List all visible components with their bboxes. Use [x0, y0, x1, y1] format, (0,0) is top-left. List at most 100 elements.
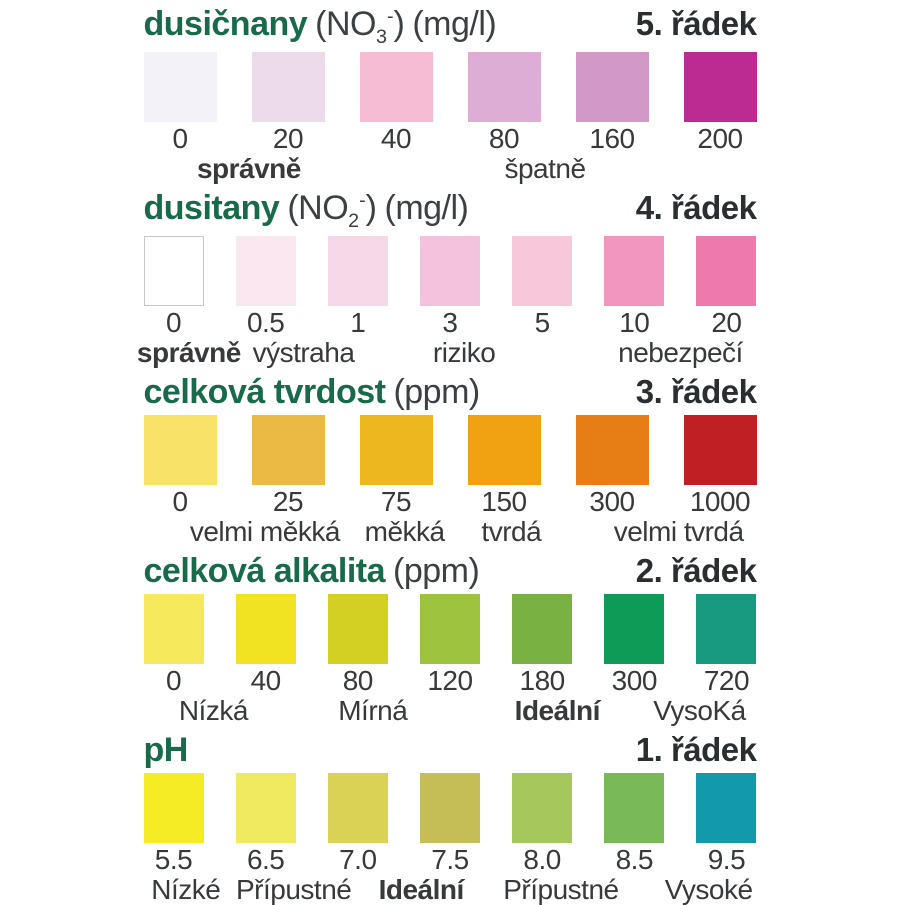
- scale-name: pH: [143, 730, 189, 769]
- zone-label-row: Nízká Mírná Ideální VysoKá: [144, 695, 757, 724]
- color-swatch: [235, 772, 296, 843]
- color-swatch: [467, 51, 541, 122]
- color-swatch: [143, 414, 217, 485]
- swatch-value: 8.5: [615, 843, 654, 875]
- swatch-value: 10: [619, 306, 650, 338]
- color-swatch: [143, 593, 204, 664]
- zone-label-row: Nízké Přípustné Ideální Přípustné Vysoké: [144, 874, 757, 903]
- value-row: 5.5 6.5 7.0 7.5 8.0 8.5 9.5: [144, 843, 757, 875]
- scale-name: celková tvrdost: [143, 372, 386, 411]
- section-title: celková alkalita (ppm): [144, 552, 480, 590]
- scale-section-ph: pH 1. řádek 5.5 6.5 7.0 7.5 8.0 8.5 9.5 Nízké Příp…: [143, 731, 757, 903]
- scale-unit: (ppm): [393, 372, 480, 411]
- chemical-formula: (NO3-): [315, 5, 405, 48]
- swatch-value: 7.5: [431, 843, 469, 875]
- swatch-value: 20: [272, 122, 304, 154]
- zone-label: Mírná: [338, 694, 408, 726]
- swatch-value: 300: [611, 664, 658, 696]
- formula-post: ): [365, 188, 377, 227]
- color-swatch: [327, 593, 388, 664]
- swatch-value: 0: [172, 122, 188, 154]
- swatch-value: 7.0: [339, 843, 377, 875]
- zone-label: Vysoké: [664, 873, 753, 905]
- color-swatch: [235, 593, 296, 664]
- color-swatch: [327, 235, 388, 306]
- zone-label: špatně: [504, 152, 586, 184]
- formula-pre: (NO: [315, 5, 376, 43]
- color-swatch: [696, 593, 757, 664]
- section-title: celková tvrdost (ppm): [143, 372, 481, 411]
- zone-label: měkká: [364, 515, 445, 547]
- swatch-value: 20: [711, 306, 742, 338]
- swatch-value: 1: [350, 306, 366, 338]
- swatch-value: 0: [165, 306, 182, 338]
- value-row: 0 25 75 150 300 1000: [144, 485, 757, 517]
- color-swatch: [419, 235, 480, 306]
- zone-label: velmi měkká: [189, 515, 341, 547]
- value-row: 0 20 40 80 160 200: [144, 122, 757, 154]
- color-swatch: [143, 51, 217, 122]
- swatch-row: [143, 414, 757, 485]
- zone-label: riziko: [432, 336, 496, 368]
- formula-post: ): [393, 5, 405, 43]
- section-title: dusičnany (NO3-) (mg/l): [144, 5, 497, 48]
- color-swatch: [251, 51, 325, 122]
- section-header: dusičnany (NO3-) (mg/l) 5. řádek: [144, 5, 757, 48]
- color-swatch: [359, 51, 433, 122]
- swatch-value: 25: [272, 485, 304, 517]
- swatch-row: [143, 772, 757, 843]
- color-swatch: [683, 414, 757, 485]
- color-swatch: [143, 235, 204, 306]
- formula-pre: (NO: [287, 188, 349, 227]
- zone-label: Nízká: [178, 694, 249, 726]
- swatch-value: 40: [380, 122, 412, 154]
- formula-superscript: -: [386, 5, 394, 28]
- zone-label: správně: [196, 152, 301, 184]
- zone-label: Přípustné: [235, 873, 352, 905]
- section-title: dusitany (NO2-) (mg/l): [144, 189, 469, 232]
- section-header: celková alkalita (ppm) 2. řádek: [144, 552, 757, 590]
- swatch-value: 40: [250, 664, 282, 696]
- zone-label-row: velmi měkká měkká tvrdá velmi tvrdá: [144, 516, 757, 545]
- scale-section-alkalita: celková alkalita (ppm) 2. řádek 0 40 80 120 180…: [143, 552, 757, 724]
- color-swatch: [419, 593, 480, 664]
- zone-label-row: správně výstraha riziko nebezpečí: [137, 336, 757, 368]
- zone-label: Přípustné: [503, 873, 619, 905]
- value-row: 0 0.5 1 3 5 10 20: [144, 306, 757, 338]
- swatch-value: 9.5: [707, 843, 746, 875]
- zone-label: výstraha: [252, 336, 355, 368]
- row-number-label: 1. řádek: [635, 730, 757, 768]
- scale-name: celková alkalita: [143, 551, 386, 590]
- color-swatch: [696, 772, 757, 843]
- chemical-formula: (NO2-): [287, 188, 377, 232]
- color-swatch: [251, 414, 325, 485]
- row-number-label: 5. řádek: [635, 5, 757, 42]
- section-title: pH: [143, 730, 189, 769]
- section-header: pH 1. řádek: [144, 731, 757, 769]
- formula-subscript: 3: [376, 25, 387, 48]
- scale-unit: (mg/l): [384, 188, 469, 227]
- swatch-value: 0: [165, 664, 182, 696]
- color-swatch: [696, 235, 757, 306]
- color-swatch: [419, 772, 480, 843]
- zone-label: nebezpečí: [618, 336, 743, 368]
- swatch-value: 150: [481, 485, 527, 517]
- swatch-row: [143, 51, 757, 122]
- color-swatch: [235, 235, 296, 306]
- color-swatch: [512, 235, 573, 306]
- formula-superscript: -: [359, 189, 366, 212]
- swatch-value: 180: [519, 664, 566, 696]
- color-swatch: [512, 772, 573, 843]
- color-swatch: [575, 51, 649, 122]
- scale-section-dusitany: dusitany (NO2-) (mg/l) 4. řádek 0 0.5 1 3 5 10 20 s…: [137, 189, 757, 368]
- swatch-value: 0: [172, 485, 188, 517]
- swatch-value: 200: [697, 122, 743, 154]
- zone-label: tvrdá: [481, 515, 542, 547]
- scale-name: dusitany: [143, 188, 280, 227]
- swatch-value: 8.0: [523, 843, 561, 875]
- swatch-value: 720: [703, 664, 750, 696]
- swatch-value: 160: [589, 122, 635, 154]
- swatch-value: 5.5: [154, 843, 193, 875]
- scale-section-tvrdost: celková tvrdost (ppm) 3. řádek 0 25 75 150 300 1…: [143, 372, 757, 545]
- zone-label: správně: [136, 336, 241, 368]
